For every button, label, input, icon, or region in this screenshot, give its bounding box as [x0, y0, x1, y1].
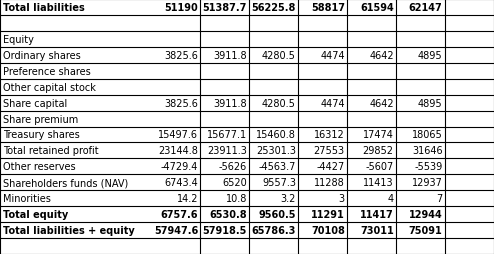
Text: 27553: 27553 — [314, 146, 345, 156]
Text: Shareholders funds (NAV): Shareholders funds (NAV) — [3, 178, 128, 187]
Text: 31646: 31646 — [412, 146, 443, 156]
Text: 14.2: 14.2 — [176, 194, 198, 203]
Text: 3825.6: 3825.6 — [164, 98, 198, 108]
Text: 12944: 12944 — [409, 209, 443, 219]
Text: 15677.1: 15677.1 — [207, 130, 247, 140]
Text: 18065: 18065 — [412, 130, 443, 140]
Text: 3: 3 — [339, 194, 345, 203]
Text: 4895: 4895 — [418, 51, 443, 60]
Text: 10.8: 10.8 — [226, 194, 247, 203]
Text: 11417: 11417 — [360, 209, 394, 219]
Text: Preference shares: Preference shares — [3, 67, 91, 76]
Text: 4280.5: 4280.5 — [262, 98, 296, 108]
Text: 57918.5: 57918.5 — [203, 225, 247, 235]
Text: 6743.4: 6743.4 — [165, 178, 198, 187]
Text: -5607: -5607 — [366, 162, 394, 172]
Text: 73011: 73011 — [360, 225, 394, 235]
Text: Total equity: Total equity — [3, 209, 68, 219]
Text: 15497.6: 15497.6 — [158, 130, 198, 140]
Text: Minorities: Minorities — [3, 194, 51, 203]
Text: 25301.3: 25301.3 — [256, 146, 296, 156]
Text: Ordinary shares: Ordinary shares — [3, 51, 81, 60]
Text: Other capital stock: Other capital stock — [3, 82, 96, 92]
Text: 3825.6: 3825.6 — [164, 51, 198, 60]
Text: 3.2: 3.2 — [281, 194, 296, 203]
Text: Share capital: Share capital — [3, 98, 67, 108]
Text: 3911.8: 3911.8 — [213, 98, 247, 108]
Text: 51387.7: 51387.7 — [203, 3, 247, 13]
Text: 17474: 17474 — [363, 130, 394, 140]
Text: 3911.8: 3911.8 — [213, 51, 247, 60]
Text: 56225.8: 56225.8 — [251, 3, 296, 13]
Text: Total liabilities + equity: Total liabilities + equity — [3, 225, 135, 235]
Text: 23144.8: 23144.8 — [158, 146, 198, 156]
Text: 70108: 70108 — [311, 225, 345, 235]
Text: 4474: 4474 — [320, 98, 345, 108]
Text: -5539: -5539 — [414, 162, 443, 172]
Text: -4427: -4427 — [317, 162, 345, 172]
Text: 9557.3: 9557.3 — [262, 178, 296, 187]
Text: 29852: 29852 — [363, 146, 394, 156]
Text: 58817: 58817 — [311, 3, 345, 13]
Text: 6530.8: 6530.8 — [209, 209, 247, 219]
Text: 11291: 11291 — [311, 209, 345, 219]
Text: 51190: 51190 — [165, 3, 198, 13]
Text: 62147: 62147 — [409, 3, 443, 13]
Text: 4642: 4642 — [369, 51, 394, 60]
Text: Share premium: Share premium — [3, 114, 78, 124]
Text: Total retained profit: Total retained profit — [3, 146, 99, 156]
Text: 57947.6: 57947.6 — [154, 225, 198, 235]
Text: -4729.4: -4729.4 — [161, 162, 198, 172]
Text: 6520: 6520 — [222, 178, 247, 187]
Text: 4642: 4642 — [369, 98, 394, 108]
Text: Total liabilities: Total liabilities — [3, 3, 84, 13]
Text: 4474: 4474 — [320, 51, 345, 60]
Text: 6757.6: 6757.6 — [161, 209, 198, 219]
Text: -4563.7: -4563.7 — [258, 162, 296, 172]
Text: Equity: Equity — [3, 35, 34, 45]
Text: 75091: 75091 — [409, 225, 443, 235]
Text: 15460.8: 15460.8 — [256, 130, 296, 140]
Text: 7: 7 — [436, 194, 443, 203]
Text: 4: 4 — [388, 194, 394, 203]
Text: Other reserves: Other reserves — [3, 162, 76, 172]
Text: Treasury shares: Treasury shares — [3, 130, 80, 140]
Text: 61594: 61594 — [360, 3, 394, 13]
Text: 9560.5: 9560.5 — [258, 209, 296, 219]
Text: 23911.3: 23911.3 — [207, 146, 247, 156]
Text: -5626: -5626 — [219, 162, 247, 172]
Text: 65786.3: 65786.3 — [251, 225, 296, 235]
Text: 11288: 11288 — [314, 178, 345, 187]
Text: 4895: 4895 — [418, 98, 443, 108]
Text: 12937: 12937 — [412, 178, 443, 187]
Text: 16312: 16312 — [314, 130, 345, 140]
Text: 4280.5: 4280.5 — [262, 51, 296, 60]
Text: 11413: 11413 — [363, 178, 394, 187]
